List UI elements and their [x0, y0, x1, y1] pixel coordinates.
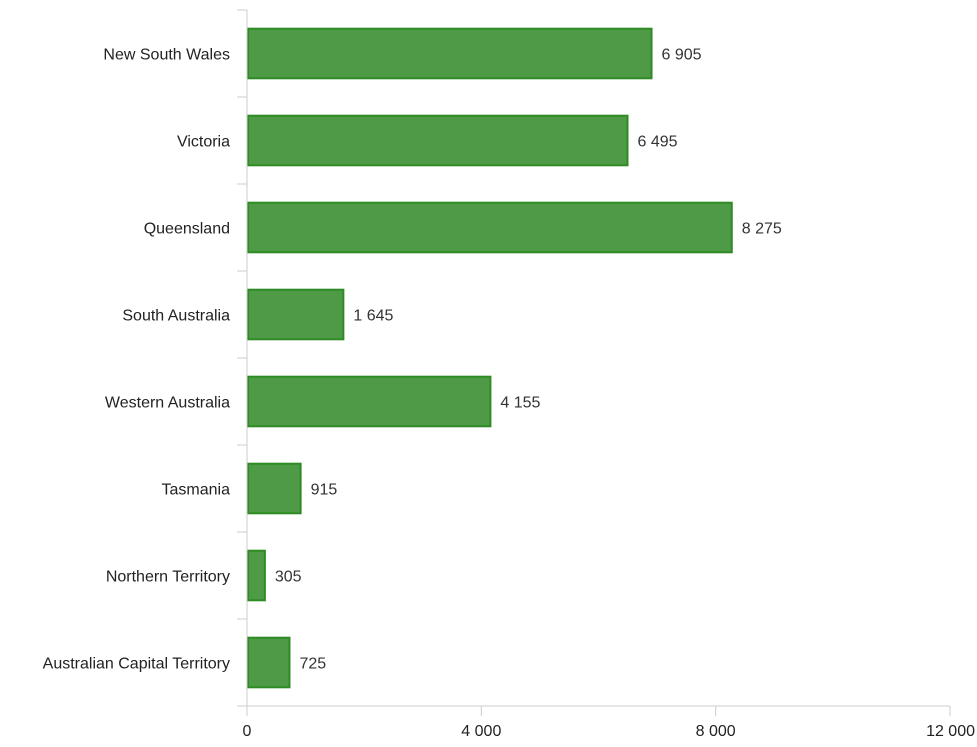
x-tick-label-1: 4 000 — [461, 723, 501, 740]
value-label-6: 305 — [275, 569, 302, 586]
category-label-2: Queensland — [144, 221, 230, 238]
value-label-4: 4 155 — [500, 395, 540, 412]
bar-1 — [248, 116, 627, 166]
x-tick-label-0: 0 — [243, 723, 252, 740]
bar-4 — [248, 377, 490, 427]
bar-6 — [248, 551, 265, 601]
value-label-5: 915 — [311, 482, 338, 499]
bar-5 — [248, 464, 301, 514]
category-label-6: Northern Territory — [106, 569, 230, 586]
value-label-0: 6 905 — [662, 47, 702, 64]
category-label-3: South Australia — [122, 308, 230, 325]
value-label-1: 6 495 — [637, 134, 677, 151]
bar-2 — [248, 203, 732, 253]
value-label-7: 725 — [299, 656, 326, 673]
x-tick-label-2: 8 000 — [696, 723, 736, 740]
x-tick-label-3: 12 000 — [926, 723, 975, 740]
bar-3 — [248, 290, 343, 340]
category-label-0: New South Wales — [103, 47, 230, 64]
category-label-5: Tasmania — [162, 482, 231, 499]
category-label-1: Victoria — [177, 134, 230, 151]
bars-layer — [248, 29, 732, 688]
value-label-3: 1 645 — [353, 308, 393, 325]
bar-0 — [248, 29, 652, 79]
bar-7 — [248, 638, 289, 688]
category-label-7: Australian Capital Territory — [43, 656, 230, 673]
category-label-4: Western Australia — [105, 395, 230, 412]
value-label-2: 8 275 — [742, 221, 782, 238]
